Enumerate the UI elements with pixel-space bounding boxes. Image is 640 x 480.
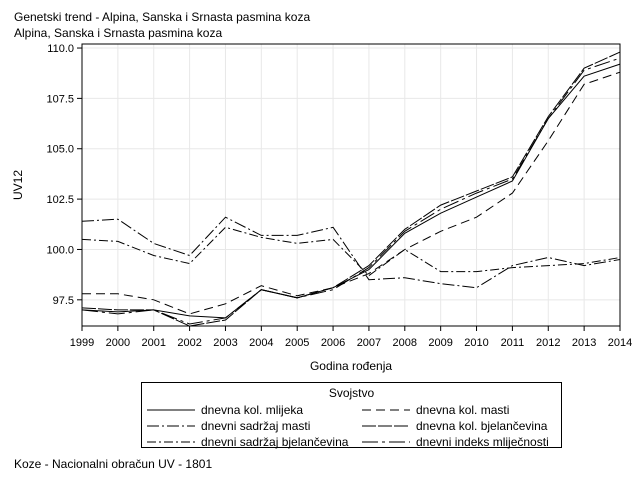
y-tick-label: 102.5: [46, 194, 74, 206]
series-line-5: [81, 226, 621, 277]
y-tick-label: 110.0: [47, 43, 74, 55]
x-tick-label: 2004: [249, 337, 273, 349]
plot-frame: [81, 43, 621, 327]
x-tick-label: 2008: [393, 337, 417, 349]
y-tick-label: 100.0: [46, 244, 74, 256]
legend-item: dnevni indeks mliječnosti: [362, 434, 549, 450]
legend-label: dnevni sadržaj masti: [201, 419, 311, 433]
legend-label: dnevni sadržaj bjelančevina: [201, 435, 349, 449]
series-lines: [81, 51, 621, 327]
x-tick-label: 2014: [608, 337, 632, 349]
x-tick-label: 2013: [572, 337, 596, 349]
legend-label: dnevni indeks mliječnosti: [416, 435, 549, 449]
x-tick-label: 2011: [501, 337, 525, 349]
series-line-4: [81, 51, 621, 327]
x-tick-label: 1999: [70, 337, 94, 349]
grid: [81, 44, 621, 326]
x-tick-label: 2006: [321, 337, 345, 349]
legend-title: Svojstvo: [328, 386, 375, 400]
legend-item: dnevna kol. bjelančevina: [362, 418, 547, 434]
legend-item: dnevni sadržaj bjelančevina: [147, 434, 348, 450]
axes: 1999 2000 2001 2002 2003 2004 2005 2006 2007 2008…: [46, 43, 632, 349]
x-tick-label: 2002: [177, 337, 201, 349]
legend-swatch: [362, 425, 410, 427]
legend-item: dnevna kol. mlijeka: [147, 402, 303, 418]
legend: Svojstvo dnevna kol. mlijeka dnevna kol. …: [141, 382, 562, 450]
series-line-6: [81, 57, 621, 325]
y-tick-label: 107.5: [46, 93, 74, 105]
legend-swatch: [147, 441, 195, 443]
legend-swatch: [362, 409, 410, 411]
x-tick-label: 2003: [213, 337, 237, 349]
x-axis-title: Godina rođenja: [310, 359, 392, 373]
y-tick-label: 105.0: [46, 144, 74, 156]
series-line-2: [82, 71, 621, 315]
legend-swatch: [147, 409, 195, 411]
legend-swatch: [362, 441, 410, 443]
x-tick-label: 2005: [285, 337, 309, 349]
series-line-1: [81, 63, 621, 319]
chart-subtitle: Alpina, Sanska i Srnasta pasmina koza: [14, 26, 223, 40]
x-tick-label: 2010: [464, 337, 488, 349]
x-tick-label: 2001: [141, 337, 165, 349]
legend-label: dnevna kol. masti: [416, 403, 510, 417]
x-tick-label: 2012: [536, 337, 560, 349]
x-tick-label: 2009: [428, 337, 452, 349]
legend-swatch: [147, 425, 195, 427]
x-tick-label: 2007: [357, 337, 381, 349]
legend-item: dnevni sadržaj masti: [147, 418, 310, 434]
chart-title: Genetski trend - Alpina, Sanska i Srnast…: [14, 10, 311, 24]
y-axis-title: UV12: [11, 170, 25, 200]
legend-item: dnevna kol. masti: [362, 402, 509, 418]
footnote: Koze - Nacionalni obračun UV - 1801: [14, 457, 213, 471]
legend-label: dnevna kol. bjelančevina: [416, 419, 548, 433]
legend-label: dnevna kol. mlijeka: [201, 403, 304, 417]
x-tick-label: 2000: [106, 337, 130, 349]
y-tick-label: 97.5: [53, 295, 74, 307]
